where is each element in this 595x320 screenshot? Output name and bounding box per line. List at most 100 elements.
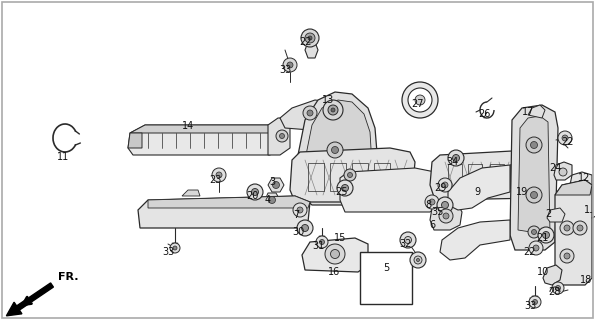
Ellipse shape: [405, 236, 412, 244]
Polygon shape: [340, 168, 440, 212]
Polygon shape: [448, 165, 510, 210]
Text: 22: 22: [299, 37, 311, 47]
Ellipse shape: [573, 221, 587, 235]
Bar: [330, 163, 346, 191]
Text: 25: 25: [336, 187, 348, 197]
Polygon shape: [319, 236, 325, 242]
Ellipse shape: [410, 252, 426, 268]
Text: 18: 18: [580, 275, 592, 285]
Ellipse shape: [216, 172, 222, 178]
Polygon shape: [430, 204, 462, 230]
Ellipse shape: [305, 33, 315, 43]
Text: 1: 1: [584, 205, 590, 215]
Ellipse shape: [560, 221, 574, 235]
Polygon shape: [543, 265, 562, 285]
Bar: [448, 164, 462, 188]
Text: 7: 7: [293, 210, 299, 220]
Ellipse shape: [331, 147, 339, 154]
Ellipse shape: [543, 231, 550, 238]
Ellipse shape: [276, 130, 288, 142]
Bar: [468, 164, 482, 188]
Polygon shape: [570, 172, 592, 190]
Text: 3: 3: [269, 177, 275, 187]
Text: 35: 35: [432, 207, 444, 217]
Ellipse shape: [325, 244, 345, 264]
Polygon shape: [265, 193, 280, 207]
Ellipse shape: [273, 181, 280, 188]
Ellipse shape: [560, 249, 574, 263]
Polygon shape: [510, 105, 558, 250]
Ellipse shape: [268, 196, 275, 204]
Text: 11: 11: [57, 152, 69, 162]
Ellipse shape: [538, 227, 554, 243]
Bar: [510, 164, 524, 188]
Ellipse shape: [556, 285, 560, 291]
Polygon shape: [532, 296, 538, 302]
Ellipse shape: [443, 213, 449, 219]
Ellipse shape: [408, 88, 432, 112]
Ellipse shape: [347, 172, 352, 178]
Polygon shape: [430, 150, 550, 200]
Text: 22: 22: [562, 137, 574, 147]
Text: 14: 14: [182, 121, 194, 131]
Polygon shape: [440, 220, 510, 260]
Ellipse shape: [302, 225, 308, 231]
Ellipse shape: [173, 246, 177, 250]
Ellipse shape: [558, 131, 572, 145]
Text: 28: 28: [548, 287, 560, 297]
Ellipse shape: [442, 182, 448, 188]
Text: 27: 27: [412, 99, 424, 109]
Polygon shape: [518, 116, 550, 235]
Ellipse shape: [342, 185, 349, 191]
Polygon shape: [305, 42, 318, 58]
Text: 23: 23: [209, 175, 221, 185]
Text: 34: 34: [446, 157, 458, 167]
Ellipse shape: [564, 253, 570, 259]
Ellipse shape: [441, 202, 449, 209]
Ellipse shape: [316, 236, 328, 248]
Ellipse shape: [415, 95, 425, 105]
Polygon shape: [148, 196, 310, 208]
FancyArrow shape: [7, 283, 54, 316]
Ellipse shape: [252, 188, 258, 196]
Polygon shape: [130, 125, 278, 133]
Polygon shape: [128, 133, 142, 148]
Text: 16: 16: [328, 267, 340, 277]
Text: 4: 4: [265, 195, 271, 205]
Ellipse shape: [247, 184, 263, 200]
Ellipse shape: [344, 169, 356, 181]
Polygon shape: [182, 190, 200, 196]
Text: 12: 12: [578, 173, 590, 183]
Text: 22: 22: [524, 247, 536, 257]
Ellipse shape: [400, 232, 416, 248]
Ellipse shape: [559, 168, 567, 176]
Ellipse shape: [297, 207, 303, 213]
Text: 5: 5: [383, 263, 389, 273]
Text: 24: 24: [549, 163, 561, 173]
Ellipse shape: [529, 296, 541, 308]
Ellipse shape: [528, 226, 540, 238]
Polygon shape: [172, 243, 178, 248]
Text: 33: 33: [524, 301, 536, 311]
Ellipse shape: [414, 256, 422, 264]
Text: 33: 33: [162, 247, 174, 257]
Polygon shape: [268, 118, 290, 155]
Ellipse shape: [280, 133, 284, 139]
Text: 26: 26: [478, 109, 490, 119]
Text: 31: 31: [312, 241, 324, 251]
Ellipse shape: [533, 245, 539, 251]
Ellipse shape: [323, 100, 343, 120]
Ellipse shape: [429, 199, 435, 205]
Ellipse shape: [297, 220, 313, 236]
Text: 19: 19: [516, 187, 528, 197]
Polygon shape: [138, 196, 310, 228]
Ellipse shape: [439, 209, 453, 223]
Ellipse shape: [170, 243, 180, 253]
Polygon shape: [528, 105, 545, 118]
Polygon shape: [280, 100, 335, 130]
Ellipse shape: [283, 58, 297, 72]
Polygon shape: [290, 148, 415, 202]
Ellipse shape: [402, 82, 438, 118]
Ellipse shape: [531, 141, 537, 148]
Text: 17: 17: [522, 107, 534, 117]
